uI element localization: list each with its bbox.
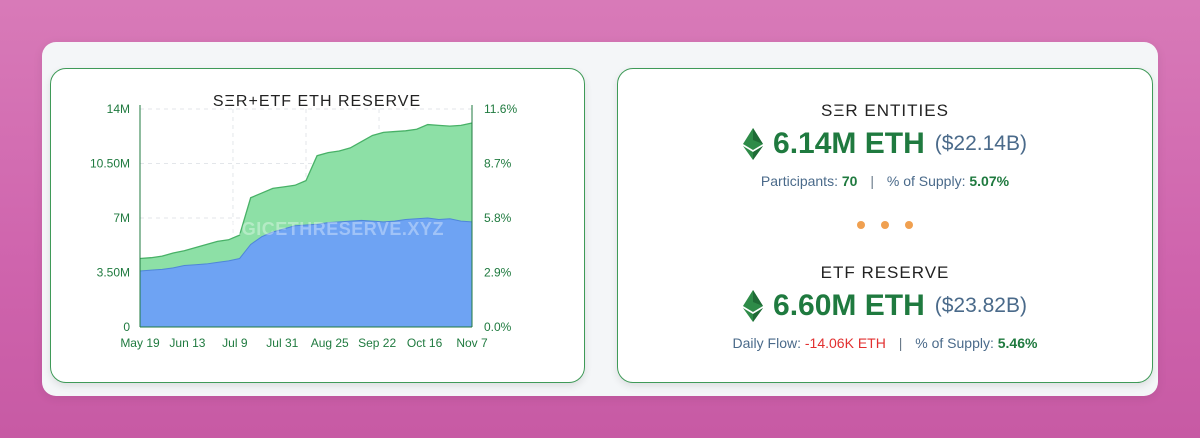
ser-entities-title: SΞR ENTITIES xyxy=(821,101,949,120)
x-tick-label: Jul 9 xyxy=(222,336,248,350)
ser-eth-amount: 6.14M ETH xyxy=(773,127,925,160)
x-tick-label: Oct 16 xyxy=(407,336,443,350)
reserve-chart: SΞR+ETF ETH RESERVE STRATEGICETHRESERVE.X… xyxy=(90,93,517,350)
y-tick-label-right: 0.0% xyxy=(484,320,512,334)
y-tick-label-right: 8.7% xyxy=(484,157,512,171)
etf-eth-amount: 6.60M ETH xyxy=(773,289,925,322)
chart-watermark: STRATEGICETHRESERVE.XYZ xyxy=(168,219,444,239)
divider: | xyxy=(898,335,903,351)
x-tick-label: Nov 7 xyxy=(456,336,488,350)
reserve-stats-card: SΞR ENTITIES 6.14M ETH ($22.14B) Partici… xyxy=(617,68,1153,383)
etf-usd-amount: ($23.82B) xyxy=(934,294,1027,317)
dot xyxy=(905,221,913,229)
etf-amount-row: 6.60M ETH ($23.82B) xyxy=(618,289,1152,323)
etf-area xyxy=(140,218,472,327)
y-tick-label-left: 10.50M xyxy=(90,157,130,171)
ser-supply-label: % of Supply: xyxy=(886,173,966,189)
x-tick-label: Sep 22 xyxy=(358,336,396,350)
ethereum-icon xyxy=(743,128,764,160)
ser-line xyxy=(139,122,473,260)
ser-amount-row: 6.14M ETH ($22.14B) xyxy=(618,127,1152,161)
ser-supply-value: 5.07% xyxy=(969,173,1010,189)
dashboard-frame: SΞR+ETF ETH RESERVE STRATEGICETHRESERVE.X… xyxy=(42,42,1158,396)
dot xyxy=(857,221,865,229)
x-tick-label: Jul 31 xyxy=(266,336,298,350)
x-tick-label: Aug 25 xyxy=(311,336,349,350)
etf-line xyxy=(139,217,473,272)
dot xyxy=(881,221,889,229)
y-tick-label-right: 5.8% xyxy=(484,211,512,225)
y-tick-label-right: 2.9% xyxy=(484,266,512,280)
etf-supply-value: 5.46% xyxy=(997,335,1038,351)
reserve-chart-card: SΞR+ETF ETH RESERVE STRATEGICETHRESERVE.X… xyxy=(50,68,585,383)
y-tick-label-left: 7M xyxy=(113,211,130,225)
y-tick-label-left: 14M xyxy=(107,102,130,116)
y-tick-label-left: 0 xyxy=(123,320,130,334)
ser-usd-amount: ($22.14B) xyxy=(934,132,1027,155)
etf-meta-row: Daily Flow: -14.06K ETH | % of Supply: 5… xyxy=(618,335,1152,351)
x-tick-label: Jun 13 xyxy=(169,336,205,350)
etf-reserve-title: ETF RESERVE xyxy=(820,263,950,282)
participants-value: 70 xyxy=(841,173,858,189)
y-tick-label-left: 3.50M xyxy=(97,266,130,280)
ser-area xyxy=(140,123,472,271)
daily-flow-value: -14.06K ETH xyxy=(804,335,886,351)
x-tick-label: May 19 xyxy=(120,336,160,350)
daily-flow-label: Daily Flow: xyxy=(732,335,801,351)
y-tick-label-right: 11.6% xyxy=(484,102,517,116)
etf-supply-label: % of Supply: xyxy=(915,335,994,351)
chart-title: SΞR+ETF ETH RESERVE xyxy=(213,93,421,110)
divider: | xyxy=(870,173,874,189)
ellipsis-dots xyxy=(618,221,1152,229)
ser-meta-row: Participants: 70 | % of Supply: 5.07% xyxy=(618,173,1152,189)
ethereum-icon xyxy=(743,290,764,322)
participants-label: Participants: xyxy=(760,173,838,189)
